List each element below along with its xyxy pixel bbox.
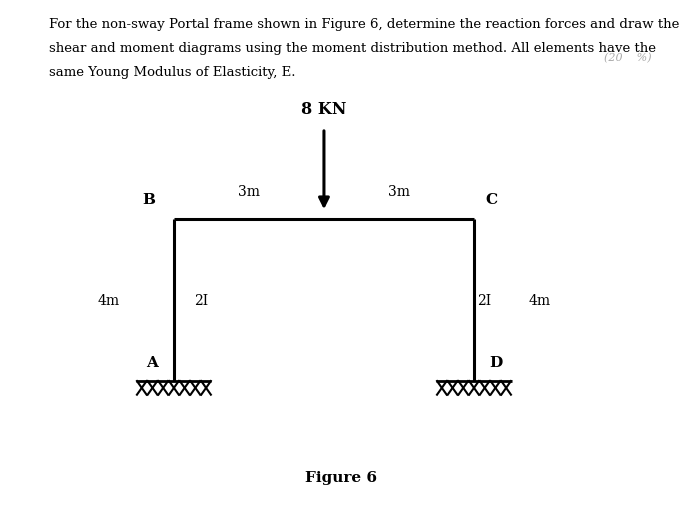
Text: Figure 6: Figure 6	[305, 470, 377, 484]
Text: 3m: 3m	[388, 184, 410, 198]
Text: shear and moment diagrams using the moment distribution method. All elements hav: shear and moment diagrams using the mome…	[49, 42, 656, 55]
Text: same Young Modulus of Elasticity, E.: same Young Modulus of Elasticity, E.	[49, 66, 295, 79]
Text: C: C	[486, 193, 498, 207]
Text: For the non-sway Portal frame shown in Figure 6, determine the reaction forces a: For the non-sway Portal frame shown in F…	[49, 18, 679, 31]
Text: B: B	[143, 193, 155, 207]
Text: 3m: 3m	[238, 184, 260, 198]
Text: 8 KN: 8 KN	[301, 100, 346, 118]
Text: D: D	[490, 356, 503, 370]
Text: A: A	[147, 356, 158, 370]
Text: (20    %): (20 %)	[604, 53, 651, 63]
Text: 2I: 2I	[477, 293, 491, 308]
Text: 2I: 2I	[194, 293, 209, 308]
Text: 4m: 4m	[529, 293, 550, 308]
Text: 4m: 4m	[98, 293, 119, 308]
